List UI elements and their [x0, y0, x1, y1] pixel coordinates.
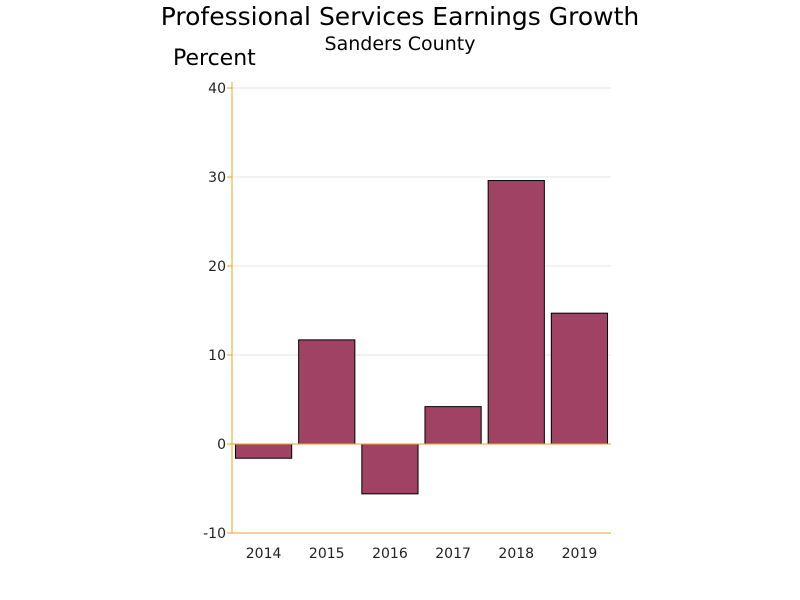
x-tick-label: 2018: [498, 546, 534, 562]
x-tick-label: 2015: [309, 546, 345, 562]
x-tick-labels: 2014 2015 2016 2017 2018 2019: [246, 546, 597, 562]
bar-2018: [487, 180, 545, 445]
bar-2015: [298, 339, 356, 445]
y-tick-label: 0: [217, 437, 226, 453]
bar-2017: [424, 406, 482, 445]
bar-2019: [550, 312, 609, 445]
bar-2014: [234, 443, 293, 459]
x-tick-label: 2019: [562, 546, 598, 562]
y-tick-label: 40: [208, 81, 226, 97]
y-tick-labels: -10 0 10 20 30 40: [203, 81, 226, 542]
y-axis-label: Percent: [173, 46, 256, 71]
bar-2016: [361, 443, 419, 495]
x-tick-label: 2016: [372, 546, 408, 562]
chart-title: Professional Services Earnings Growth: [160, 2, 640, 31]
x-tick-label: 2017: [435, 546, 471, 562]
y-tick-label: 30: [208, 170, 226, 186]
x-tick-label: 2014: [246, 546, 282, 562]
y-tick-label: 10: [208, 348, 226, 364]
axes: [227, 82, 611, 534]
chart-subtitle: Sanders County: [324, 33, 476, 55]
y-tick-label: -10: [203, 526, 226, 542]
bars: [234, 180, 609, 495]
y-tick-label: 20: [208, 259, 226, 275]
